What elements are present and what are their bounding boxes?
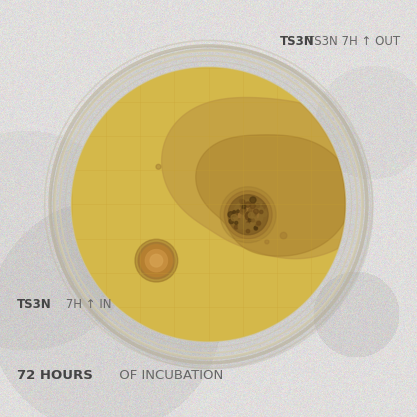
Circle shape — [237, 210, 239, 213]
Circle shape — [235, 221, 238, 224]
Circle shape — [249, 208, 252, 212]
Polygon shape — [53, 49, 371, 367]
Circle shape — [246, 211, 251, 216]
Circle shape — [243, 220, 246, 224]
Text: OF INCUBATION: OF INCUBATION — [115, 369, 223, 382]
Text: 7H ↑ IN: 7H ↑ IN — [62, 298, 111, 311]
Circle shape — [228, 195, 268, 235]
Circle shape — [241, 200, 245, 204]
Circle shape — [247, 215, 251, 219]
Circle shape — [257, 207, 264, 213]
Circle shape — [249, 211, 252, 214]
Circle shape — [252, 212, 256, 216]
Polygon shape — [72, 68, 345, 341]
Circle shape — [247, 213, 251, 217]
Circle shape — [232, 211, 237, 217]
Circle shape — [235, 220, 239, 223]
Circle shape — [233, 211, 236, 213]
Circle shape — [249, 214, 252, 217]
Circle shape — [141, 245, 172, 276]
Polygon shape — [162, 98, 345, 259]
Circle shape — [135, 239, 178, 282]
Circle shape — [246, 221, 250, 226]
Text: TS3N: TS3N — [17, 298, 51, 311]
Polygon shape — [196, 135, 345, 256]
Circle shape — [265, 240, 269, 244]
Circle shape — [241, 207, 246, 212]
Circle shape — [246, 213, 249, 217]
Circle shape — [245, 214, 248, 217]
Circle shape — [246, 216, 250, 220]
Circle shape — [242, 205, 246, 208]
Circle shape — [231, 214, 237, 221]
Circle shape — [250, 197, 256, 203]
Circle shape — [150, 254, 163, 267]
Circle shape — [224, 191, 272, 239]
Circle shape — [240, 204, 244, 208]
Circle shape — [239, 221, 244, 226]
Circle shape — [261, 211, 267, 216]
Circle shape — [145, 249, 168, 272]
Circle shape — [240, 209, 245, 214]
Circle shape — [241, 215, 247, 220]
Circle shape — [280, 232, 287, 239]
Text: TS3N 7H ↑ OUT: TS3N 7H ↑ OUT — [307, 35, 400, 48]
Text: 72 HOURS: 72 HOURS — [17, 369, 93, 382]
Circle shape — [258, 202, 262, 206]
Circle shape — [238, 219, 241, 222]
Circle shape — [246, 212, 250, 217]
Circle shape — [254, 227, 258, 230]
Circle shape — [252, 217, 258, 224]
Polygon shape — [50, 46, 373, 369]
Circle shape — [260, 210, 263, 214]
Circle shape — [245, 223, 250, 229]
Circle shape — [254, 209, 259, 214]
Circle shape — [246, 214, 249, 216]
Circle shape — [254, 204, 258, 208]
Circle shape — [228, 212, 234, 217]
Circle shape — [239, 199, 243, 203]
Text: TS3N: TS3N — [280, 35, 315, 48]
Circle shape — [255, 221, 261, 226]
Circle shape — [247, 212, 250, 216]
Circle shape — [248, 212, 254, 218]
Circle shape — [255, 221, 258, 224]
Circle shape — [256, 204, 260, 208]
Circle shape — [233, 200, 263, 230]
Circle shape — [261, 203, 266, 208]
Circle shape — [253, 214, 257, 218]
Circle shape — [138, 242, 175, 279]
Circle shape — [245, 202, 251, 207]
Circle shape — [246, 224, 250, 228]
Circle shape — [256, 221, 261, 225]
Circle shape — [246, 229, 250, 233]
Circle shape — [238, 205, 258, 225]
Circle shape — [234, 225, 238, 229]
Circle shape — [250, 203, 255, 208]
Circle shape — [248, 219, 251, 221]
Circle shape — [254, 226, 257, 229]
Circle shape — [156, 164, 161, 169]
Circle shape — [251, 219, 254, 222]
Circle shape — [250, 222, 254, 226]
Circle shape — [229, 219, 234, 224]
Circle shape — [240, 219, 244, 223]
Circle shape — [238, 225, 242, 229]
Circle shape — [220, 187, 276, 243]
